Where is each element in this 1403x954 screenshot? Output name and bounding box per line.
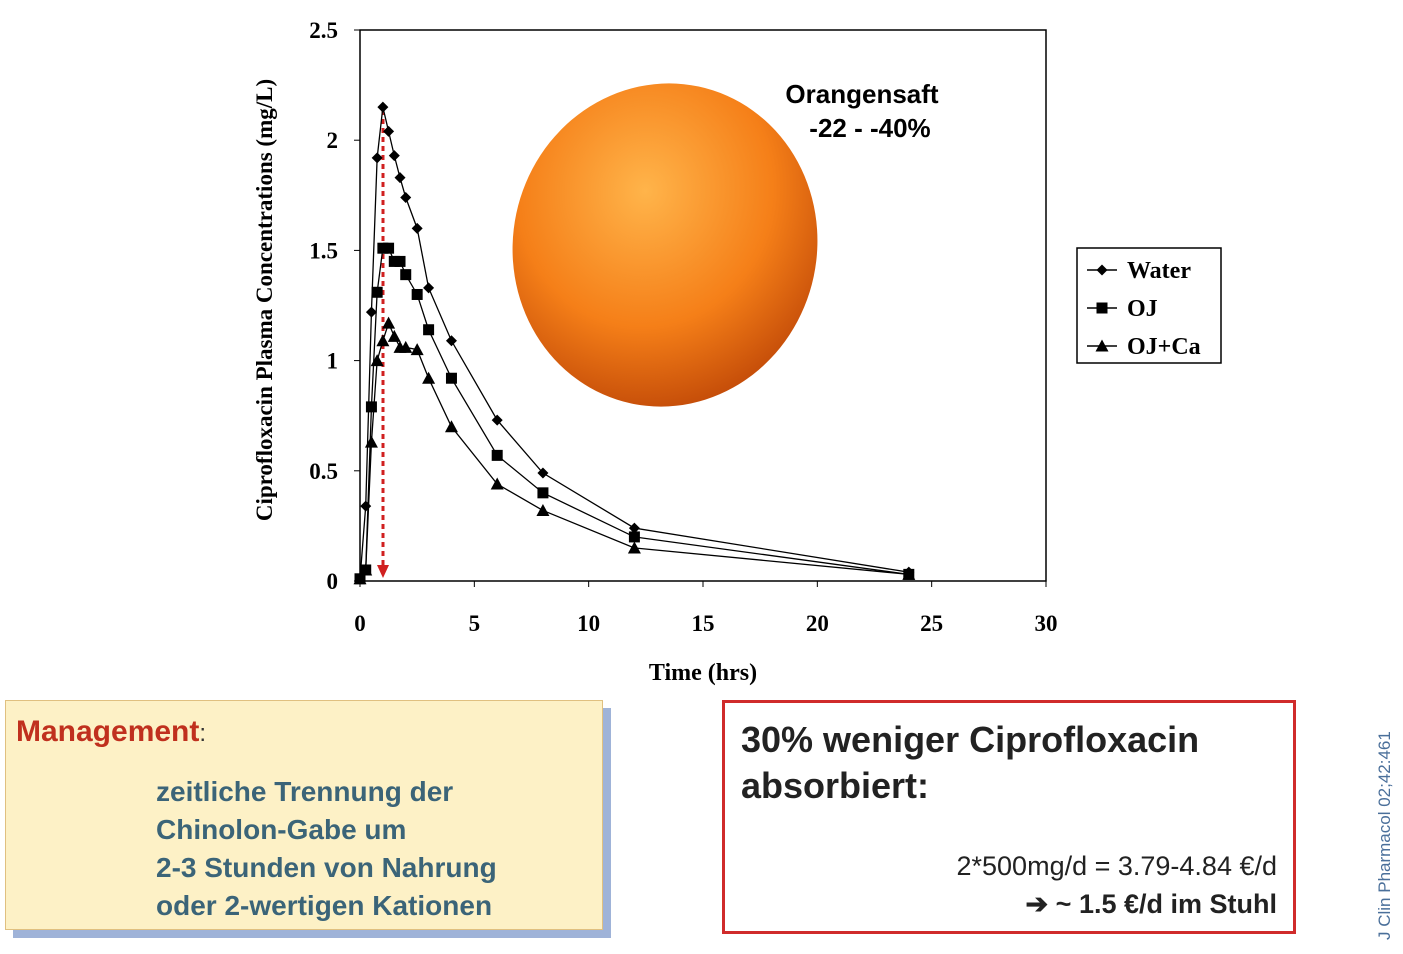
management-box: Management: zeitliche Trennung der Chino… [5, 700, 603, 930]
marker [536, 503, 550, 516]
annotation: -22 - -40% [809, 113, 930, 143]
marker [353, 572, 367, 585]
summary-box: 30% weniger Ciprofloxacin absorbiert: 2*… [722, 700, 1296, 934]
arrow: ➔ [1025, 889, 1049, 919]
marker [376, 334, 390, 347]
marker [365, 401, 377, 413]
marker [387, 329, 401, 342]
y-axis-label: Ciprofloxacin Plasma Concentrations (mg/… [252, 79, 277, 521]
marker [537, 467, 549, 479]
colon: : [199, 720, 207, 747]
peak-arrowhead [377, 565, 389, 578]
marker [422, 371, 436, 384]
legend-label: OJ [1127, 296, 1158, 322]
chart: Orangensaft -22 - -40% Time (hrs) Ciprof… [252, 18, 1222, 686]
marker [445, 372, 457, 384]
loss: ~ 1.5 €/d im Stuhl [1055, 889, 1277, 919]
marker [628, 522, 640, 534]
x-axis-label: Time (hrs) [649, 660, 757, 686]
marker [902, 567, 916, 580]
marker [371, 152, 383, 164]
marker [371, 286, 383, 298]
management-title: Management: [16, 715, 206, 749]
x-tick-label: 10 [577, 611, 600, 636]
title: Management [16, 715, 200, 748]
x-tick-label: 20 [806, 611, 829, 636]
annotation: Orangensaft [785, 79, 938, 109]
legend-label: OJ+Ca [1127, 334, 1201, 360]
marker [411, 288, 423, 300]
y-tick-label: 1.5 [309, 238, 338, 263]
x-tick-label: 30 [1035, 611, 1058, 636]
marker [444, 420, 458, 433]
marker [423, 324, 435, 336]
x-tick-label: 0 [354, 611, 366, 636]
marker [491, 414, 503, 426]
marker [628, 531, 640, 543]
summary-title: absorbiert: [741, 765, 930, 806]
marker [400, 192, 412, 204]
marker [370, 354, 384, 367]
marker [627, 541, 641, 554]
marker [423, 282, 435, 294]
text-line: Chinolon-Gabe um [156, 814, 407, 845]
legend-marker [1095, 339, 1109, 352]
series-line [359, 106, 909, 579]
orange-image [512, 83, 818, 407]
marker [360, 500, 372, 512]
loss-text: ➔ ~ 1.5 €/d im Stuhl [1026, 889, 1277, 920]
y-tick-label: 1 [327, 349, 339, 374]
y-tick-label: 0.5 [309, 459, 338, 484]
x-tick-label: 5 [469, 611, 481, 636]
marker [394, 255, 406, 267]
text-line: zeitliche Trennung der [156, 776, 454, 807]
cost-text: 2*500mg/d = 3.79-4.84 €/d [956, 851, 1278, 881]
series-line [359, 247, 909, 580]
marker [383, 125, 395, 137]
marker [445, 335, 457, 347]
legend-label: Water [1127, 258, 1191, 284]
marker [491, 449, 503, 461]
marker [399, 340, 413, 353]
marker [411, 222, 423, 234]
marker [377, 101, 389, 113]
x-tick-label: 15 [692, 611, 715, 636]
marker [382, 316, 396, 329]
marker [490, 477, 504, 490]
citation: J Clin Pharmacol 02;42:461 [1375, 731, 1394, 940]
text-line: oder 2-wertigen Kationen [156, 890, 493, 921]
y-tick-label: 2.5 [309, 18, 338, 43]
y-tick-label: 2 [327, 128, 339, 153]
legend-marker [1096, 302, 1108, 314]
marker [400, 269, 412, 281]
x-tick-label: 25 [920, 611, 943, 636]
legend-marker [1096, 264, 1108, 276]
y-tick-label: 0 [327, 569, 339, 594]
marker [537, 487, 549, 499]
summary-title: 30% weniger Ciprofloxacin [741, 719, 1200, 760]
marker [394, 172, 406, 184]
text-line: 2-3 Stunden von Nahrung [156, 852, 497, 883]
marker [410, 343, 424, 356]
marker [383, 242, 395, 254]
marker [388, 150, 400, 162]
marker [364, 435, 378, 448]
marker [365, 306, 377, 318]
marker [359, 563, 373, 576]
